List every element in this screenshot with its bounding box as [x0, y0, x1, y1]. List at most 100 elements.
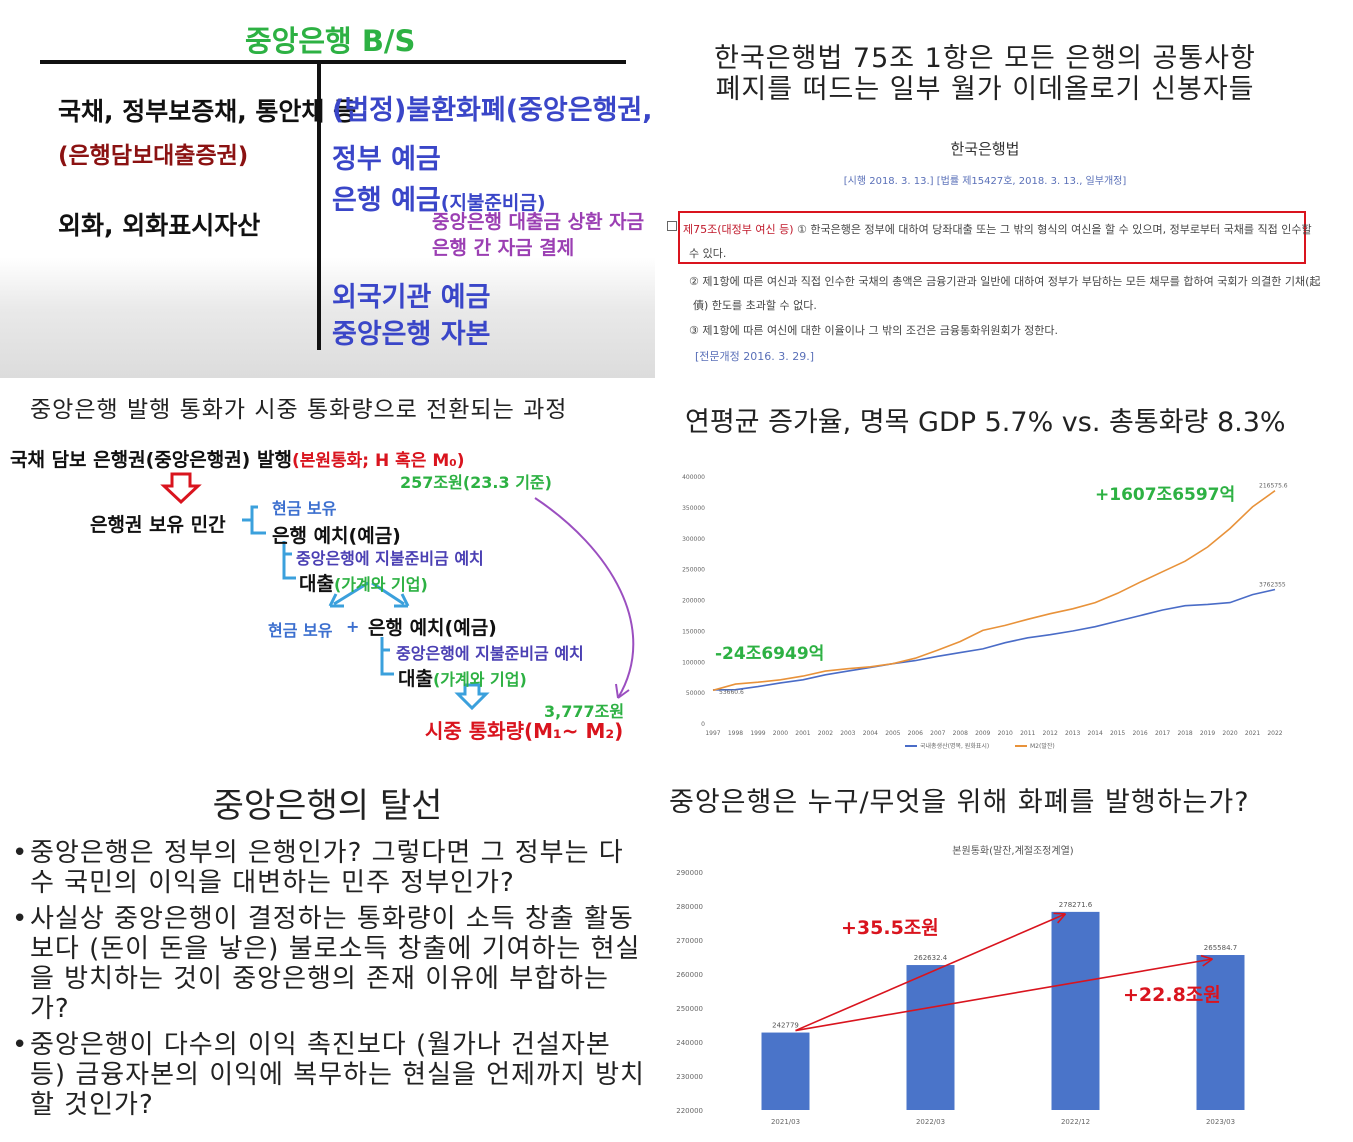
- x-tick-label: 2015: [1110, 730, 1125, 737]
- bar-chart-inner-title: 본원통화(말잔,계절조정계열): [952, 844, 1073, 857]
- trend-arrow-1: [795, 913, 1066, 1032]
- x-tick-label: 2004: [863, 730, 878, 737]
- x-tick-label: 2023/03: [1206, 1118, 1235, 1126]
- law-panel: 한국은행법 75조 1항은 모든 은행의 공통사항 폐지를 떠드는 일부 월가 …: [655, 0, 1353, 378]
- process-issue-text: 국채 담보 은행권(중앙은행권) 발행: [10, 449, 292, 471]
- process-loan-1-note: (가계와 기업): [333, 575, 428, 594]
- bs-liab-gov-deposit: 정부 예금: [332, 144, 441, 175]
- down-arrow-red-icon: [160, 472, 202, 505]
- bs-liab-currency: (법정)불환화폐(중앙은행권, N): [332, 95, 655, 126]
- bar-value-label: 265584.7: [1204, 944, 1237, 952]
- y-tick-label: 200000: [682, 598, 705, 605]
- line-chart-title: 연평균 증가율, 명목 GDP 5.7% vs. 총통화량 8.3%: [685, 407, 1286, 438]
- y-tick-label: 0: [701, 721, 705, 728]
- down-arrow-blue-icon: [454, 683, 490, 711]
- annotation-increase-2: +22.8조원: [1123, 984, 1221, 1006]
- split-arrow-right-icon: [371, 581, 405, 606]
- curved-arrow-purple-icon: [534, 497, 635, 699]
- bs-horizontal-rule: [40, 60, 626, 64]
- process-issue-note: (본원통화; H 혹은 M₀): [291, 451, 465, 471]
- x-tick-label: 2009: [975, 730, 990, 737]
- process-issue-line: 국채 담보 은행권(중앙은행권) 발행(본원통화; H 혹은 M₀): [10, 445, 464, 472]
- law-article-head: 제75조(대정부 여신 등): [683, 223, 794, 236]
- bar-value-label: 262632.4: [914, 954, 948, 962]
- x-tick-label: 2005: [885, 730, 900, 737]
- process-loan-1: 대출(가계와 기업): [299, 569, 428, 596]
- process-cash-1: 현금 보유: [272, 499, 337, 518]
- x-tick-label: 2022/03: [916, 1118, 945, 1126]
- series-line-1: [712, 588, 1276, 691]
- derail-list: 중앙은행은 정부의 은행인가? 그렇다면 그 정부는 다수 국민의 이익을 대변…: [8, 838, 648, 1126]
- process-arrows: [160, 472, 635, 711]
- derail-bullet-1: 중앙은행은 정부의 은행인가? 그렇다면 그 정부는 다수 국민의 이익을 대변…: [8, 838, 648, 898]
- bs-bank-deposit-label: 은행 예금: [332, 185, 441, 216]
- law-doc-title: 한국은행법: [950, 140, 1020, 158]
- x-tick-label: 2006: [908, 730, 923, 737]
- series-start-label: 53660.6: [719, 689, 744, 696]
- y-tick-label: 250000: [682, 567, 705, 574]
- arrow-head-icon: [1200, 954, 1213, 967]
- line-chart-panel: 연평균 증가율, 명목 GDP 5.7% vs. 총통화량 8.3% 0 5000…: [655, 378, 1353, 770]
- law-article-body-1: ① 한국은행은 정부에 대하여 당좌대출 또는 그 밖의 형식의 여신을 할 수…: [793, 223, 1312, 236]
- x-tick-label: 2022: [1267, 730, 1282, 737]
- bs-title: 중앙은행 B/S: [245, 24, 416, 58]
- bracket-3: [380, 637, 394, 676]
- bs-liab-capital: 중앙은행 자본: [332, 319, 491, 350]
- derail-title: 중앙은행의 탈선: [212, 786, 443, 826]
- x-tick-label: 2013: [1065, 730, 1080, 737]
- amount-money-supply: 3,777조원: [544, 702, 625, 721]
- x-tick-label: 1997: [705, 730, 720, 737]
- law-article-line-2: 수 있다.: [689, 247, 727, 260]
- process-reserve-1: 중앙은행에 지불준비금 예치: [296, 549, 484, 568]
- process-panel: 중앙은행 발행 통화가 시중 통화량으로 전환되는 과정 국채 담보 은행권(중…: [0, 378, 655, 770]
- y-tick-label: 400000: [682, 474, 705, 481]
- x-tick-label: 2016: [1132, 730, 1147, 737]
- bar: [906, 965, 955, 1110]
- bar-chart: 본원통화(말잔,계절조정계열) 220000 230000 240000 250000 2…: [676, 844, 1245, 1126]
- split-arrow-left-icon: [333, 581, 369, 606]
- x-tick-label: 2007: [930, 730, 945, 737]
- bar-value-label: 242779: [772, 1022, 799, 1030]
- process-title: 중앙은행 발행 통화가 시중 통화량으로 전환되는 과정: [30, 397, 568, 423]
- x-tick-label: 2018: [1177, 730, 1192, 737]
- x-tick-label: 1998: [728, 730, 743, 737]
- x-tick-label: 2001: [795, 730, 810, 737]
- law-title-line-2: 폐지를 떠드는 일부 월가 이데올로기 신봉자들: [715, 74, 1255, 105]
- x-tick-label: 2000: [773, 730, 788, 737]
- y-tick-label: 350000: [682, 505, 705, 512]
- bar-chart-title: 중앙은행은 누구/무엇을 위해 화폐를 발행하는가?: [669, 787, 1250, 818]
- process-plus: +: [346, 617, 360, 636]
- process-deposit-1: 은행 예치(예금): [272, 525, 401, 547]
- y-tick-label: 300000: [682, 536, 705, 543]
- annotation-increase: +1607조6597억: [1095, 485, 1235, 505]
- law-para-2a: ② 제1항에 따른 여신과 직접 인수한 국채의 총액은 금융기관과 일반에 대…: [689, 275, 1321, 288]
- process-loan-2-label: 대출: [398, 668, 433, 690]
- law-article-line-1: 제75조(대정부 여신 등) ① 한국은행은 정부에 대하여 당좌대출 또는 그…: [683, 221, 1312, 237]
- x-tick-label: 2003: [840, 730, 855, 737]
- bs-bank-deposit-note: (지불준비금): [440, 192, 546, 214]
- bracket-1: [250, 505, 266, 535]
- bs-asset-collateral: (은행담보대출증권): [58, 143, 249, 169]
- process-loan-2: 대출(가계와 기업): [398, 664, 527, 691]
- y-tick-label: 270000: [676, 937, 703, 945]
- y-tick-label: 290000: [676, 869, 703, 877]
- bs-liab-bank-deposit: 은행 예금(지불준비금): [332, 178, 546, 217]
- bs-vertical-rule: [317, 60, 321, 350]
- series-end-label: 3762355: [1259, 582, 1286, 589]
- x-tick-label: 2020: [1222, 730, 1237, 737]
- law-title-line-1: 한국은행법 75조 1항은 모든 은행의 공통사항: [714, 43, 1256, 74]
- bar: [1196, 955, 1245, 1110]
- process-holder: 은행권 보유 민간: [90, 514, 226, 536]
- legend-label: M2(말잔): [1030, 742, 1055, 750]
- bar: [1051, 911, 1100, 1110]
- y-tick-label: 250000: [676, 1005, 703, 1013]
- article-75-highlight-box: [678, 211, 1306, 264]
- arrow-head-icon: [1053, 912, 1067, 924]
- x-tick-label: 2008: [953, 730, 968, 737]
- bs-asset-forex: 외화, 외화표시자산: [58, 211, 261, 240]
- legend-label: 국내총생산(명목, 원화표시): [920, 742, 989, 750]
- x-tick-label: 2017: [1155, 730, 1170, 737]
- trend-arrow-2: [795, 958, 1213, 1032]
- derail-panel: 중앙은행의 탈선 중앙은행은 정부의 은행인가? 그렇다면 그 정부는 다수 국…: [0, 770, 655, 1142]
- law-para-3: ③ 제1항에 따른 여신에 대한 이율이나 그 밖의 조건은 금융통화위원회가 …: [689, 324, 1059, 337]
